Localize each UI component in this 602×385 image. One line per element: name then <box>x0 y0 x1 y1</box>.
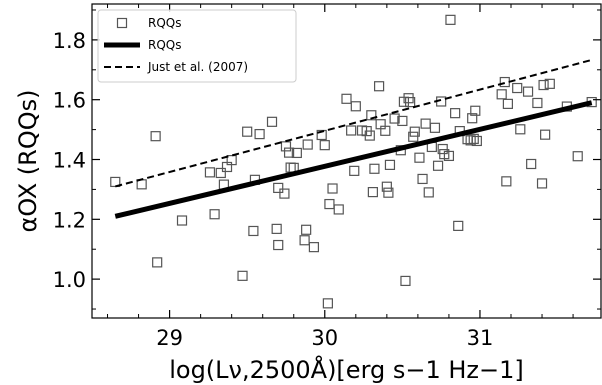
fit-line-dashed <box>115 58 592 188</box>
plot-frame <box>91 3 602 319</box>
scatter-point <box>204 167 216 178</box>
scatter-point <box>429 122 441 133</box>
scatter-point <box>364 130 375 141</box>
scatter-point <box>453 220 464 231</box>
scatter-point <box>450 108 461 119</box>
scatter-point <box>215 167 226 179</box>
scatter-point <box>544 78 555 89</box>
legend-marker-square <box>116 17 128 29</box>
legend-label: RQQs <box>148 38 181 52</box>
scatter-point <box>465 135 476 146</box>
scatter-point <box>502 98 513 109</box>
scatter-point <box>522 86 534 97</box>
scatter-point <box>308 242 320 253</box>
scatter-point <box>333 204 344 215</box>
scatter-point <box>467 113 478 124</box>
scatter-point <box>316 129 327 141</box>
scatter-point <box>110 176 121 188</box>
scatter-point <box>532 97 543 109</box>
scatter-point <box>266 116 278 127</box>
scatter-point <box>384 159 396 170</box>
scatter-point <box>209 209 220 220</box>
scatter-point <box>367 187 378 198</box>
x-tick-label: 31 <box>467 326 494 350</box>
scatter-point <box>237 270 248 281</box>
scatter-point <box>417 173 428 185</box>
scatter-point <box>350 101 361 112</box>
y-axis-label: αOX (RQQs) <box>14 90 42 233</box>
scatter-point <box>349 165 360 176</box>
scatter-point <box>366 110 377 121</box>
y-tick-label: 1.6 <box>53 89 86 113</box>
y-tick-label: 1.8 <box>53 29 86 53</box>
scatter-point <box>400 275 411 287</box>
scatter-point <box>397 115 408 127</box>
scatter-point <box>445 14 456 25</box>
scatter-point <box>432 160 444 171</box>
scatter-point <box>273 182 284 194</box>
x-tick-label: 30 <box>311 326 338 350</box>
legend: RQQs RQQs Just et al. (2007) <box>97 9 297 83</box>
scatter-point <box>341 93 352 104</box>
scatter-point <box>512 82 523 94</box>
legend-label: Just et al. (2007) <box>147 60 248 74</box>
scatter-point <box>536 178 548 189</box>
scatter-point <box>414 152 425 163</box>
scatter-point <box>248 225 259 237</box>
scatter-point <box>283 147 295 158</box>
scatter-point <box>279 188 290 199</box>
scatter-point <box>373 81 385 92</box>
y-tick-label: 1.2 <box>53 208 86 232</box>
scatter-point <box>380 125 391 136</box>
scatter-point <box>302 139 313 150</box>
plot-marks <box>110 14 597 309</box>
scatter-point <box>403 93 414 104</box>
y-tick-label: 1.4 <box>53 149 86 173</box>
scatter-point <box>291 147 302 159</box>
scatter-point <box>405 96 416 108</box>
scatter-point <box>299 235 310 246</box>
scatter-point <box>322 298 333 309</box>
scatter-point <box>319 140 330 151</box>
x-axis-label: log(Lν,2500Å)[erg s−1 Hz−1] <box>169 355 524 384</box>
scatter-point <box>226 155 237 166</box>
scatter-point <box>389 113 400 124</box>
scatter-point <box>242 126 253 137</box>
fit-line-solid <box>114 100 593 219</box>
scatter-point <box>369 163 380 174</box>
scatter-point <box>470 105 481 116</box>
scatter-point <box>324 198 335 210</box>
scatter-point <box>152 257 163 268</box>
scatter-point <box>538 79 549 91</box>
legend-label: RQQs <box>148 16 181 30</box>
scatter-point <box>176 215 188 226</box>
scatter-point <box>409 126 420 137</box>
scatter-point <box>443 150 455 162</box>
scatter-point <box>301 224 312 235</box>
legend-box <box>97 9 297 83</box>
scatter-point <box>540 129 551 140</box>
scatter-point <box>468 133 479 144</box>
scatter-point <box>471 135 482 147</box>
scatter-point <box>381 181 392 192</box>
scatter-point <box>526 158 537 170</box>
scatter-point <box>327 183 338 194</box>
y-tick-label: 1.0 <box>53 268 86 292</box>
scatter-point <box>150 131 161 142</box>
x-tick-label: 29 <box>156 326 183 350</box>
scatter-point <box>273 239 284 251</box>
scatter-point <box>496 89 507 100</box>
scatter-point <box>346 125 357 136</box>
scatter-point <box>254 128 265 140</box>
scatter-point <box>423 187 434 198</box>
axes: 29 30 31 1.0 1.2 1.4 1.6 1.8 <box>53 3 602 350</box>
scatter-point <box>572 151 583 162</box>
scatter-point <box>383 187 394 198</box>
scatter-point <box>515 124 526 135</box>
scatter-point <box>271 223 282 234</box>
scatter-point <box>501 176 512 187</box>
